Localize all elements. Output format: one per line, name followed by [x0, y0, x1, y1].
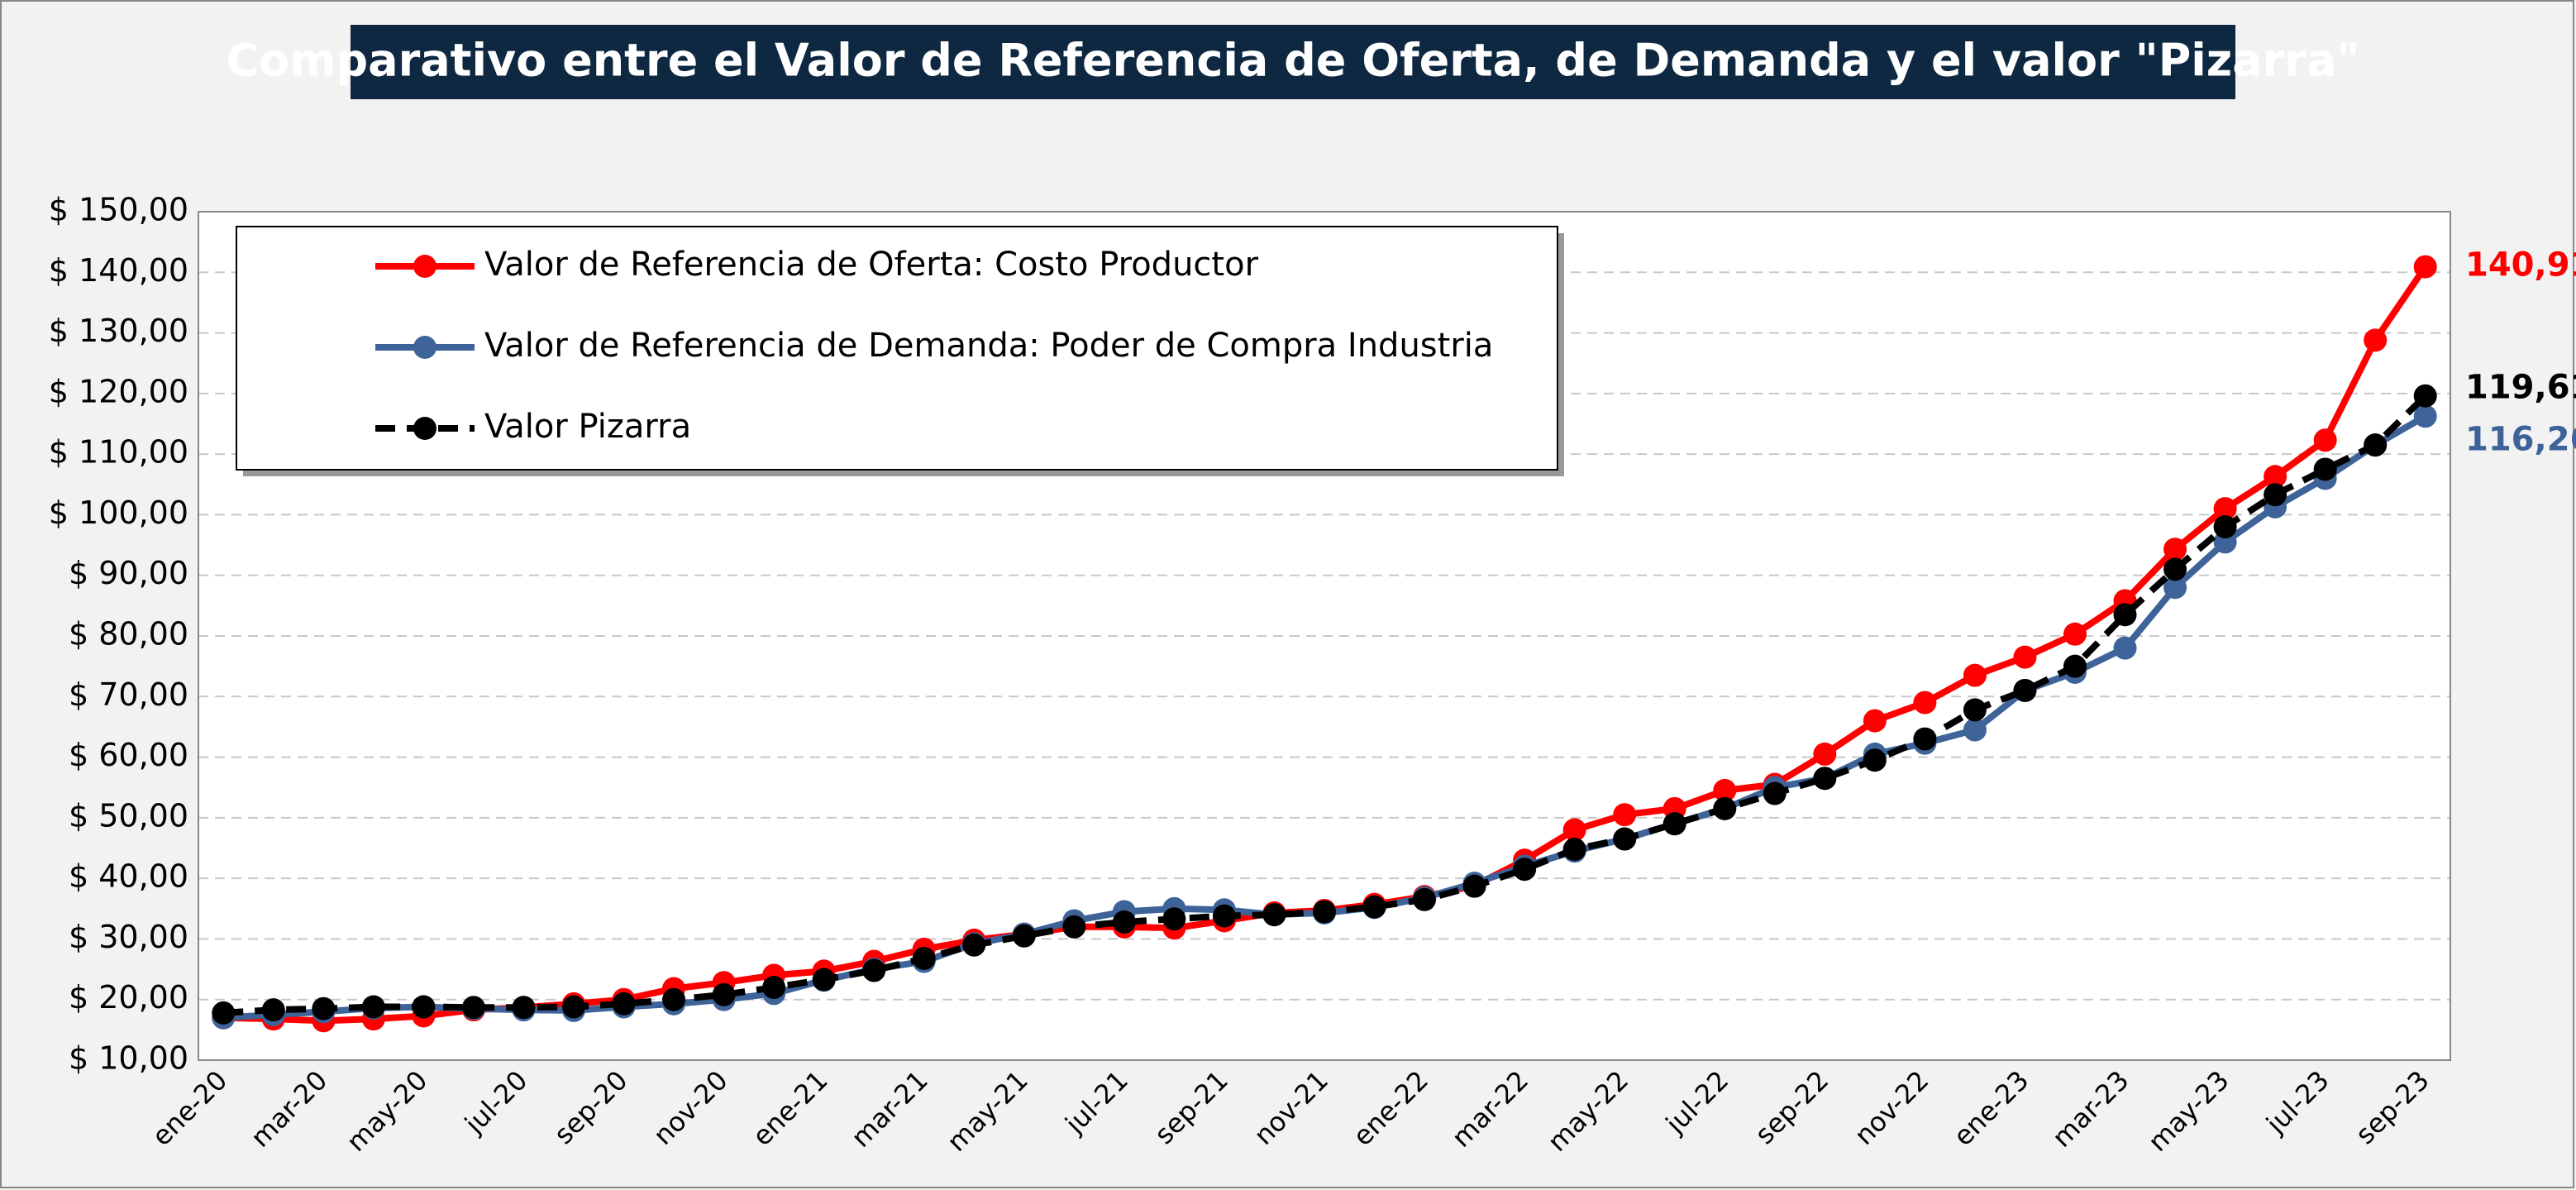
y-tick-label: $ 100,00 [49, 495, 188, 531]
series-marker [1062, 915, 1086, 939]
series-marker [1913, 727, 1937, 751]
series-marker [2213, 515, 2237, 539]
series-marker [562, 995, 585, 1019]
series-marker [2013, 645, 2037, 669]
series-marker [2364, 328, 2388, 352]
series-marker [1662, 812, 1686, 836]
series-marker [1613, 803, 1637, 827]
series-marker [1713, 796, 1737, 820]
data-label: 119,61 [2465, 369, 2576, 407]
series-marker [312, 996, 336, 1020]
series-marker [1362, 895, 1386, 919]
series-marker [912, 946, 936, 970]
series-marker [361, 995, 385, 1019]
y-tick-label: $ 70,00 [69, 676, 188, 713]
series-marker [2013, 678, 2037, 702]
series-marker [2313, 457, 2337, 481]
y-tick-label: $ 50,00 [69, 797, 188, 834]
legend-label: Valor de Referencia de Oferta: Costo Pro… [484, 246, 1259, 284]
series-marker [2163, 576, 2187, 600]
series-marker [2264, 483, 2287, 507]
y-tick-label: $ 30,00 [69, 919, 188, 955]
data-label: 116,26 [2465, 420, 2576, 458]
series-marker [1863, 748, 1887, 772]
y-tick-label: $ 80,00 [69, 616, 188, 652]
series-marker [2364, 433, 2388, 457]
series-marker [712, 982, 736, 1006]
series-marker [261, 998, 285, 1022]
title-box [351, 25, 2235, 99]
legend-marker [413, 255, 436, 278]
series-marker [2264, 465, 2287, 489]
series-marker [2213, 497, 2237, 521]
chart-title: Comparativo entre el Valor de Referencia… [226, 35, 2359, 87]
y-tick-label: $ 120,00 [49, 373, 188, 409]
series-marker [2413, 384, 2437, 408]
series-marker [1913, 691, 1937, 714]
series-marker [2063, 622, 2087, 646]
series-marker [212, 1001, 236, 1025]
series-marker [1813, 742, 1837, 766]
series-marker [2163, 557, 2187, 581]
series-marker [2413, 404, 2437, 428]
y-tick-label: $ 20,00 [69, 979, 188, 1016]
legend-marker [413, 417, 436, 440]
series-marker [2113, 636, 2137, 660]
series-marker [1313, 900, 1336, 924]
series-marker [1713, 778, 1737, 802]
series-marker [1963, 698, 1987, 722]
series-marker [862, 958, 886, 982]
legend-marker [413, 336, 436, 359]
y-tick-label: $ 90,00 [69, 555, 188, 591]
series-marker [1763, 781, 1787, 805]
series-marker [461, 996, 485, 1020]
y-tick-label: $ 140,00 [49, 252, 188, 289]
series-marker [2163, 538, 2187, 562]
series-marker [1462, 874, 1486, 898]
series-marker [662, 987, 686, 1011]
series-marker [812, 968, 836, 992]
series-marker [1262, 903, 1286, 927]
plot-border [198, 211, 2451, 1061]
y-tick-label: $ 130,00 [49, 313, 188, 349]
series-marker [2413, 255, 2437, 279]
y-tick-label: $ 60,00 [69, 737, 188, 773]
series-marker [412, 995, 436, 1019]
series-marker [2063, 654, 2087, 678]
y-tick-label: $ 40,00 [69, 858, 188, 895]
series-marker [1613, 827, 1637, 851]
y-tick-label: $ 110,00 [49, 434, 188, 471]
data-label: 140,91 [2465, 246, 2576, 284]
series-marker [2313, 428, 2337, 452]
series-marker [1562, 818, 1586, 842]
series-marker [762, 976, 786, 1000]
series-marker [1863, 709, 1887, 733]
series-marker [1562, 837, 1586, 861]
series-marker [1513, 858, 1537, 882]
series-marker [1413, 887, 1437, 911]
series-marker [1212, 904, 1236, 928]
series-marker [512, 996, 536, 1020]
legend-label: Valor Pizarra [484, 408, 691, 446]
series-marker [962, 933, 986, 957]
y-tick-label: $ 10,00 [69, 1040, 188, 1077]
series-marker [1963, 718, 1987, 742]
legend-label: Valor de Referencia de Demanda: Poder de… [484, 327, 1493, 365]
series-marker [1813, 767, 1837, 791]
series-marker [2113, 603, 2137, 627]
series-marker [1162, 907, 1186, 931]
series-marker [612, 992, 636, 1016]
series-marker [1963, 663, 1987, 687]
y-tick-label: $ 150,00 [49, 192, 188, 228]
series-marker [1112, 910, 1136, 934]
series-marker [1012, 924, 1036, 948]
